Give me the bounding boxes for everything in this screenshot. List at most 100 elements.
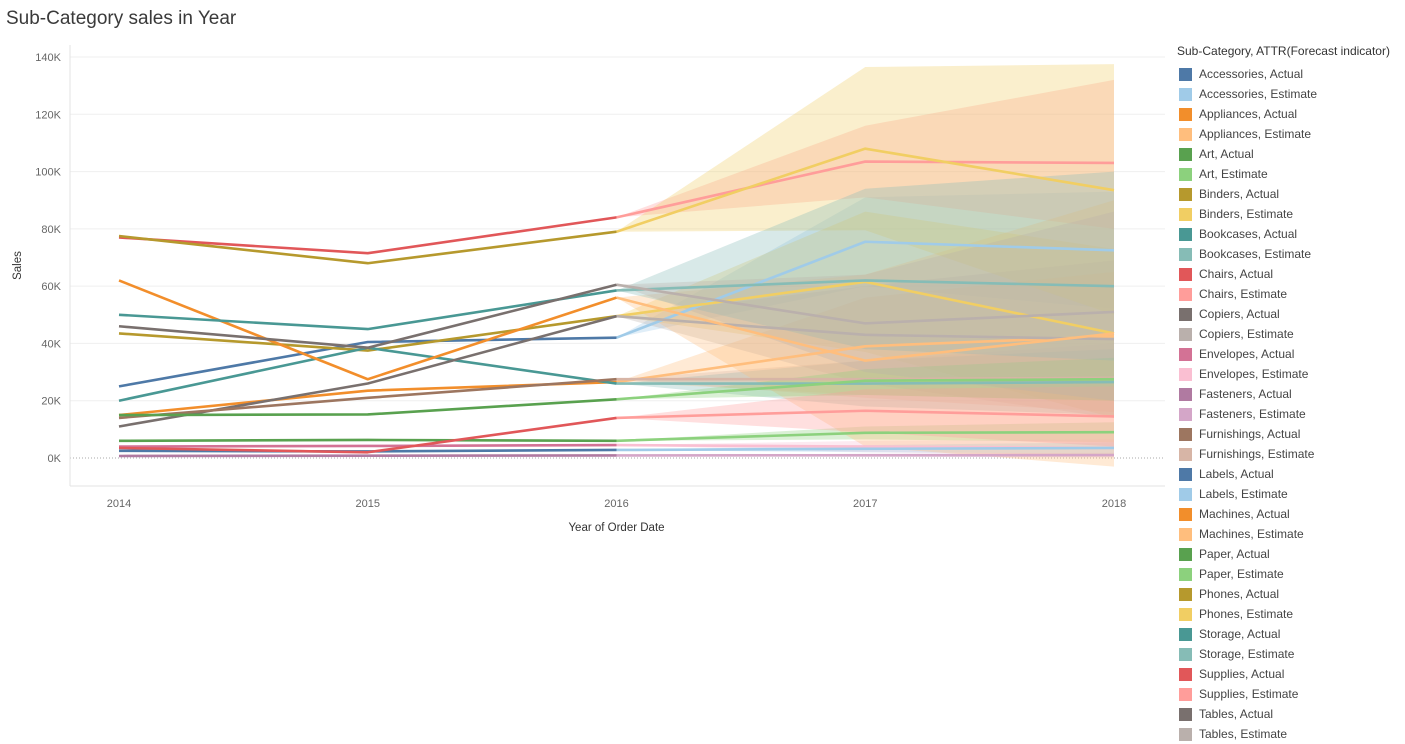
legend-item[interactable]: Envelopes, Estimate — [1172, 364, 1405, 384]
legend-swatch — [1179, 628, 1192, 641]
actual-line[interactable] — [119, 217, 617, 253]
legend-swatch — [1179, 608, 1192, 621]
legend-item[interactable]: Fasteners, Actual — [1172, 384, 1405, 404]
legend-item[interactable]: Labels, Estimate — [1172, 484, 1405, 504]
legend-item[interactable]: Furnishings, Actual — [1172, 424, 1405, 444]
y-tick-label: 60K — [41, 281, 61, 293]
legend-item[interactable]: Fasteners, Estimate — [1172, 404, 1405, 424]
legend-item[interactable]: Machines, Actual — [1172, 504, 1405, 524]
legend-label: Phones, Actual — [1199, 587, 1279, 601]
legend-item[interactable]: Copiers, Actual — [1172, 304, 1405, 324]
legend-label: Storage, Actual — [1199, 627, 1280, 641]
legend-label: Fasteners, Actual — [1199, 387, 1292, 401]
legend-swatch — [1179, 648, 1192, 661]
legend-item[interactable]: Supplies, Estimate — [1172, 684, 1405, 704]
legend-label: Copiers, Estimate — [1199, 327, 1294, 341]
legend-swatch — [1179, 128, 1192, 141]
y-tick-label: 80K — [41, 224, 61, 236]
x-axis-title: Year of Order Date — [568, 522, 664, 534]
legend-item[interactable]: Accessories, Estimate — [1172, 84, 1405, 104]
legend-swatch — [1179, 528, 1192, 541]
legend-swatch — [1179, 168, 1192, 181]
legend-swatch — [1179, 88, 1192, 101]
legend-item[interactable]: Bookcases, Actual — [1172, 224, 1405, 244]
actual-line[interactable] — [119, 232, 617, 264]
legend-swatch — [1179, 688, 1192, 701]
legend-item[interactable]: Accessories, Actual — [1172, 64, 1405, 84]
legend-swatch — [1179, 408, 1192, 421]
legend-label: Machines, Actual — [1199, 507, 1290, 521]
y-tick-label: 0K — [48, 453, 62, 465]
legend-label: Binders, Actual — [1199, 187, 1279, 201]
legend-swatch — [1179, 288, 1192, 301]
legend-item[interactable]: Chairs, Actual — [1172, 264, 1405, 284]
legend-swatch — [1179, 668, 1192, 681]
legend-label: Binders, Estimate — [1199, 207, 1293, 221]
y-axis-title: Sales — [12, 251, 24, 280]
legend-label: Appliances, Actual — [1199, 107, 1297, 121]
actual-line[interactable] — [119, 455, 617, 456]
legend-item[interactable]: Supplies, Actual — [1172, 664, 1405, 684]
y-tick-label: 140K — [35, 52, 61, 64]
x-tick-label: 2014 — [107, 498, 131, 510]
legend-item[interactable]: Labels, Actual — [1172, 464, 1405, 484]
legend-label: Tables, Estimate — [1199, 727, 1287, 741]
legend-swatch — [1179, 268, 1192, 281]
legend-swatch — [1179, 488, 1192, 501]
legend-item[interactable]: Tables, Actual — [1172, 704, 1405, 724]
legend-swatch — [1179, 568, 1192, 581]
legend-label: Labels, Actual — [1199, 467, 1274, 481]
legend-items: Accessories, Actual Accessories, Estimate… — [1172, 64, 1405, 744]
legend-item[interactable]: Binders, Estimate — [1172, 204, 1405, 224]
legend-item[interactable]: Furnishings, Estimate — [1172, 444, 1405, 464]
legend-label: Accessories, Actual — [1199, 67, 1303, 81]
legend-label: Art, Actual — [1199, 147, 1254, 161]
legend-item[interactable]: Art, Estimate — [1172, 164, 1405, 184]
legend-swatch — [1179, 388, 1192, 401]
legend-item[interactable]: Phones, Estimate — [1172, 604, 1405, 624]
actual-line[interactable] — [119, 440, 617, 441]
legend-label: Appliances, Estimate — [1199, 127, 1311, 141]
legend-item[interactable]: Copiers, Estimate — [1172, 324, 1405, 344]
legend-item[interactable]: Storage, Estimate — [1172, 644, 1405, 664]
legend-item[interactable]: Binders, Actual — [1172, 184, 1405, 204]
legend-label: Accessories, Estimate — [1199, 87, 1317, 101]
legend: Sub-Category, ATTR(Forecast indicator) A… — [1172, 44, 1405, 744]
legend-item[interactable]: Paper, Actual — [1172, 544, 1405, 564]
actual-line[interactable] — [119, 445, 617, 446]
legend-label: Labels, Estimate — [1199, 487, 1288, 501]
x-tick-label: 2017 — [853, 498, 877, 510]
legend-title: Sub-Category, ATTR(Forecast indicator) — [1177, 44, 1405, 64]
legend-label: Supplies, Actual — [1199, 667, 1284, 681]
legend-label: Paper, Actual — [1199, 547, 1270, 561]
legend-item[interactable]: Phones, Actual — [1172, 584, 1405, 604]
legend-item[interactable]: Bookcases, Estimate — [1172, 244, 1405, 264]
legend-label: Copiers, Actual — [1199, 307, 1280, 321]
legend-label: Machines, Estimate — [1199, 527, 1304, 541]
legend-swatch — [1179, 68, 1192, 81]
legend-item[interactable]: Storage, Actual — [1172, 624, 1405, 644]
legend-swatch — [1179, 708, 1192, 721]
legend-swatch — [1179, 508, 1192, 521]
legend-swatch — [1179, 368, 1192, 381]
legend-swatch — [1179, 448, 1192, 461]
legend-item[interactable]: Appliances, Actual — [1172, 104, 1405, 124]
x-tick-label: 2015 — [356, 498, 380, 510]
legend-swatch — [1179, 548, 1192, 561]
y-tick-label: 20K — [41, 396, 61, 408]
legend-item[interactable]: Paper, Estimate — [1172, 564, 1405, 584]
legend-item[interactable]: Chairs, Estimate — [1172, 284, 1405, 304]
legend-swatch — [1179, 248, 1192, 261]
legend-item[interactable]: Art, Actual — [1172, 144, 1405, 164]
legend-item[interactable]: Machines, Estimate — [1172, 524, 1405, 544]
legend-label: Storage, Estimate — [1199, 647, 1294, 661]
legend-item[interactable]: Envelopes, Actual — [1172, 344, 1405, 364]
legend-label: Bookcases, Actual — [1199, 227, 1297, 241]
estimate-line[interactable] — [617, 382, 1115, 383]
forecast-bands — [617, 64, 1115, 466]
legend-label: Bookcases, Estimate — [1199, 247, 1311, 261]
legend-swatch — [1179, 188, 1192, 201]
legend-label: Art, Estimate — [1199, 167, 1268, 181]
legend-item[interactable]: Tables, Estimate — [1172, 724, 1405, 744]
legend-item[interactable]: Appliances, Estimate — [1172, 124, 1405, 144]
